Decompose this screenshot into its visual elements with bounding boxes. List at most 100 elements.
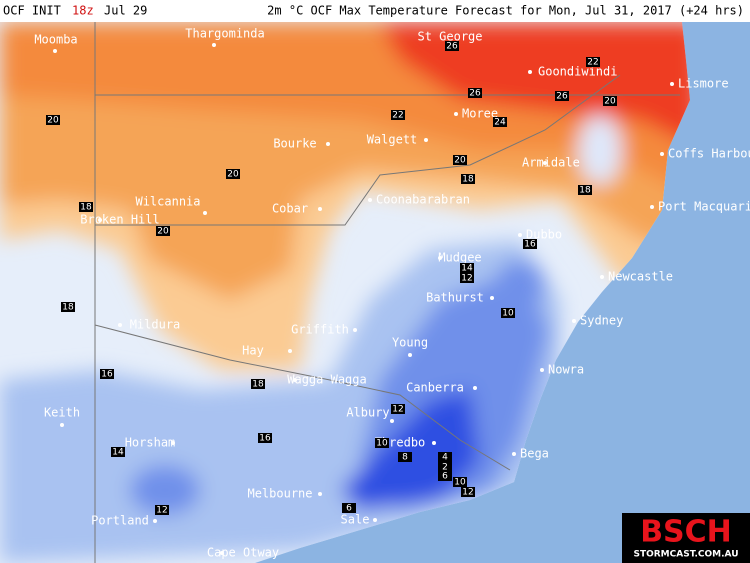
contour-label-box [453,155,467,165]
contour-label: 14 [112,448,124,458]
temperature-field [0,22,690,563]
contour-label-box [453,477,467,487]
contour-label: 12 [461,274,472,284]
place-dot [528,70,532,74]
place-dot [60,423,64,427]
place-dot [600,275,604,279]
place-label: Thargominda [185,27,264,41]
contour-label-box [100,369,114,379]
place-dot [153,519,157,523]
map-title: 2m °C OCF Max Temperature Forecast for M… [267,4,744,18]
place-label: Wilcannia [135,195,200,209]
contour-label-box [438,452,452,462]
place-label: Walgett [367,133,418,147]
place-dot [318,492,322,496]
contour-label: 8 [402,453,408,463]
contour-label-box [375,438,389,448]
contour-label: 24 [494,118,506,128]
place-label: Bega [520,447,549,461]
contour-label: 20 [47,116,59,126]
place-label: Sydney [580,314,623,328]
place-label: St George [417,30,482,44]
place-dot [518,233,522,237]
place-label: Lismore [678,77,729,91]
place-dot [98,218,102,222]
contour-label-box [501,308,515,318]
contour-label-box [398,452,412,462]
contour-label-box [61,302,75,312]
place-dot [543,161,547,165]
place-label: Wagga Wagga [287,373,366,387]
contour-label: 10 [376,439,388,449]
contour-label: 20 [227,170,239,180]
place-label: Bathurst [426,291,484,305]
place-dot [408,353,412,357]
state-borders [94,22,680,563]
place-label: Cape Otway [207,546,279,560]
place-label: Mudgee [438,251,481,265]
place-dot [53,49,57,53]
place-dot [390,419,394,423]
place-dot [540,368,544,372]
place-label: Sale [341,513,370,527]
contour-label: 14 [461,264,473,274]
place-label: Newcastle [608,270,673,284]
place-dot [171,441,175,445]
contour-label-box [461,174,475,184]
contour-label-box [391,404,405,414]
place-label: Albury [346,406,389,420]
place-label: Armidale [522,156,580,170]
contour-label: 20 [454,156,466,166]
place-label: Moree [462,107,498,121]
contour-label: 16 [259,434,271,444]
place-label: Hay [242,344,264,358]
contour-label-box [438,471,452,481]
contour-label: 10 [502,309,514,319]
contour-label-box [342,503,356,513]
contour-label: 18 [80,203,92,213]
contour-label: 6 [442,472,448,482]
header-bar [0,0,750,22]
init-hour: 18z [72,4,94,18]
place-label: Bourke [273,137,316,151]
contour-label: 12 [462,488,473,498]
contour-label-box [79,202,93,212]
contour-label-box [111,447,125,457]
contour-label-box [460,263,474,273]
contour-label-box [46,115,60,125]
contour-label-box [468,88,482,98]
place-dot [288,349,292,353]
contour-label: 26 [469,89,481,99]
contour-label-box [461,487,475,497]
place-dot [650,205,654,209]
place-dot [368,198,372,202]
contour-label-box [493,117,507,127]
place-label: Coffs Harbour [668,147,750,161]
place-label: Nowra [548,363,584,377]
place-dot [660,152,664,156]
contour-label-box [578,185,592,195]
place-label: Mildura [130,318,181,332]
contour-label: 16 [101,370,113,380]
contour-label: 16 [524,240,536,250]
place-dot [293,378,297,382]
place-label: Port Macquarie [658,200,750,214]
contour-label: 20 [604,97,616,107]
place-label: Melbourne [247,487,312,501]
place-label: Goondiwindi [538,65,617,79]
place-dot [572,319,576,323]
contour-label-box [155,505,169,515]
contour-label: 12 [156,506,167,516]
contour-label-box [460,273,474,283]
contour-label: 10 [454,478,466,488]
place-dot [473,386,477,390]
place-label: Portland [91,514,149,528]
contour-label: 18 [252,380,264,390]
contour-label-box [523,239,537,249]
contour-label: 22 [587,58,598,68]
contour-label-box [438,462,452,472]
contour-label: 26 [446,42,458,52]
place-dot [438,256,442,260]
place-label: Young [392,336,428,350]
